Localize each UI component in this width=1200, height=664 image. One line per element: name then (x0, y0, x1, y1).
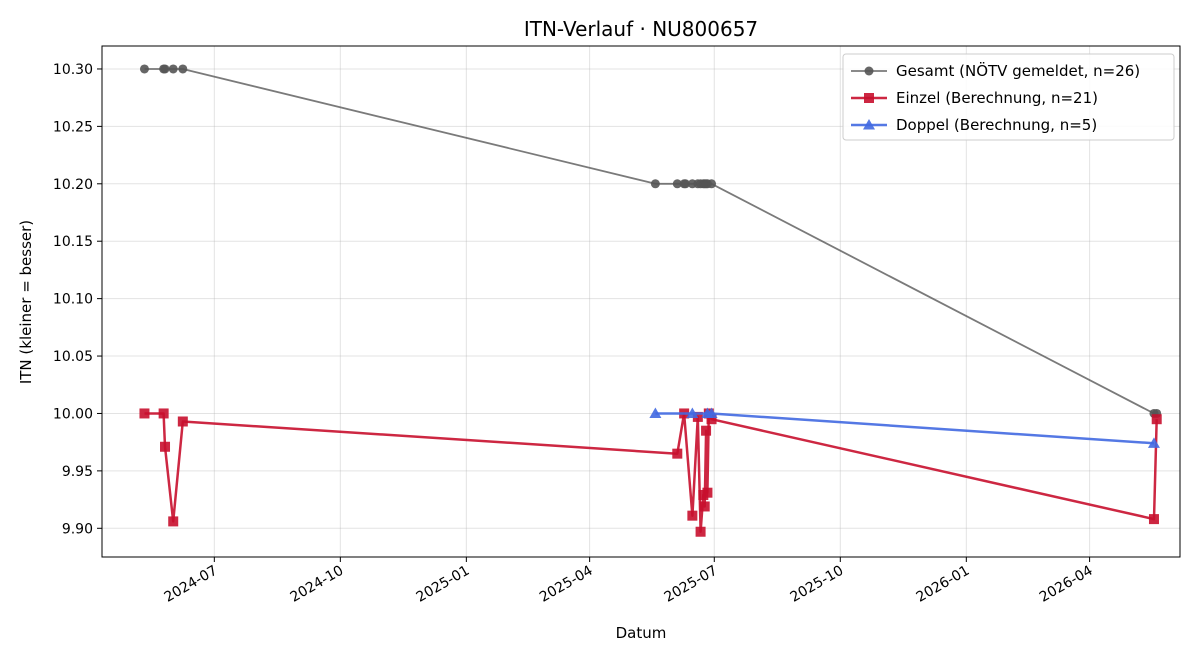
data-point (1151, 414, 1162, 425)
x-axis: 2024-07 2024-10 2025-01 2025-04 2025-07 2025-… (162, 557, 1096, 606)
legend-item: Einzel (Berechnung, n=21) (851, 89, 1098, 107)
data-point (681, 179, 691, 189)
x-tick-label: 2025-01 (414, 563, 473, 606)
y-tick-label: 9.95 (62, 464, 93, 480)
legend-label: Einzel (Berechnung, n=21) (896, 89, 1098, 107)
x-tick-label: 2024-10 (288, 563, 347, 606)
y-tick-label: 10.15 (53, 234, 93, 250)
y-tick-label: 10.10 (53, 292, 93, 308)
data-point (177, 416, 188, 427)
data-point (649, 407, 662, 418)
y-axis-label: ITN (kleiner = besser) (17, 220, 35, 384)
legend-box (842, 53, 1175, 141)
data-point (706, 414, 717, 425)
data-point (139, 408, 150, 419)
data-point (699, 501, 710, 512)
data-point (701, 425, 712, 436)
legend-marker (863, 119, 875, 130)
y-tick-label: 9.90 (62, 521, 93, 537)
data-point (695, 526, 706, 537)
x-tick-label: 2025-04 (537, 563, 596, 606)
x-tick-label: 2025-07 (662, 563, 721, 606)
series-line (144, 412, 1158, 533)
data-point (702, 487, 713, 498)
legend-item: Doppel (Berechnung, n=5) (851, 116, 1097, 134)
data-point (1147, 437, 1160, 448)
data-point (158, 408, 169, 419)
series-line (655, 412, 1155, 445)
data-point (168, 516, 179, 527)
data-point (650, 179, 660, 189)
x-tick-label: 2024-07 (162, 563, 221, 606)
data-point (692, 411, 703, 422)
x-tick-label: 2026-04 (1037, 563, 1096, 606)
y-tick-label: 10.05 (53, 349, 93, 365)
data-point (160, 64, 170, 74)
data-point (686, 407, 699, 418)
series-layer (139, 64, 1162, 537)
plot-frame (101, 45, 1181, 558)
data-point (139, 64, 149, 74)
x-axis-label: Datum (616, 624, 667, 642)
y-tick-label: 10.00 (53, 406, 93, 422)
data-point (178, 64, 188, 74)
data-point (707, 179, 717, 189)
data-point (168, 64, 178, 74)
y-axis: 9.90 9.95 10.00 10.05 10.10 10.15 10.20 10.25 10… (53, 62, 102, 537)
data-point (160, 441, 171, 452)
chart-title: ITN-Verlauf · NU800657 (524, 17, 758, 41)
y-tick-label: 10.25 (53, 119, 93, 135)
data-point (687, 510, 698, 521)
legend: Gesamt (NÖTV gemeldet, n=26) Einzel (Bere… (842, 53, 1175, 141)
data-point (1148, 514, 1159, 525)
legend-label: Doppel (Berechnung, n=5) (896, 116, 1097, 134)
data-point (672, 179, 682, 189)
series-2 (139, 408, 1162, 537)
y-tick-label: 10.30 (53, 62, 93, 78)
legend-marker (864, 93, 874, 103)
grid-lines (102, 46, 1180, 557)
x-tick-label: 2025-10 (788, 563, 847, 606)
legend-marker (864, 66, 874, 76)
legend-label: Gesamt (NÖTV gemeldet, n=26) (896, 61, 1140, 80)
series-3 (649, 407, 1160, 448)
x-tick-label: 2026-01 (914, 563, 973, 606)
legend-item: Gesamt (NÖTV gemeldet, n=26) (851, 61, 1140, 80)
data-point (705, 407, 718, 418)
data-point (672, 448, 683, 459)
series-1 (139, 64, 1162, 418)
y-tick-label: 10.20 (53, 177, 93, 193)
